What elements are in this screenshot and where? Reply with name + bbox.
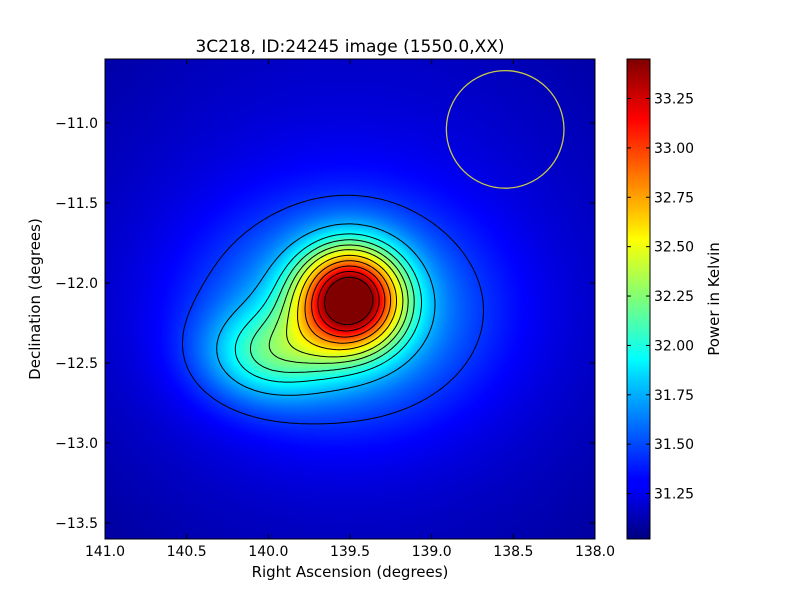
y-tick-label: −12.5 [55, 356, 98, 372]
colorbar-tick-label: 33.00 [654, 141, 694, 157]
contour-level [249, 239, 415, 373]
colorbar-label: Power in Kelvin [705, 242, 723, 356]
y-axis-label: Declination (degrees) [26, 218, 44, 380]
colorbar-ticks: 31.25 31.50 31.75 32.00 32.25 32.50 32.75 33.00… [627, 92, 694, 503]
contour-level [286, 249, 404, 358]
colorbar-tick-label: 32.75 [654, 190, 694, 206]
contour-lines [182, 194, 484, 425]
contour-level [268, 244, 409, 364]
contour-level [311, 265, 386, 338]
x-tick-label: 139.0 [412, 544, 452, 560]
chart-title: 3C218, ID:24245 image (1550.0,XX) [195, 37, 504, 57]
plot-area [104, 58, 596, 540]
beam-circle [445, 69, 565, 189]
x-tick-label: 140.0 [248, 544, 288, 560]
contour-level [317, 271, 380, 332]
contour-level [234, 233, 422, 383]
colorbar-tick-label: 32.25 [654, 289, 694, 305]
colorbar-tick-label: 33.25 [654, 92, 694, 108]
heatmap-image [105, 59, 595, 539]
x-axis-label: Right Ascension (degrees) [252, 563, 449, 581]
y-tick-label: −13.0 [55, 436, 98, 452]
colorbar: 31.25 31.50 31.75 32.00 32.25 32.50 32.75 33.00… [626, 58, 694, 540]
contour-level [297, 254, 397, 351]
y-tick-label: −12.0 [55, 276, 98, 292]
colorbar-tick-label: 32.50 [654, 240, 694, 256]
contour-level [182, 194, 484, 425]
colorbar-tick-label: 31.50 [654, 437, 694, 453]
y-tick-label: −11.0 [55, 116, 98, 132]
y-tick-label: −13.5 [55, 516, 98, 532]
x-tick-label: 141.0 [85, 544, 125, 560]
y-axis-ticks: −11.0 −11.5 −12.0 −12.5 −13.0 −13.5 [55, 116, 595, 532]
y-tick-label: −11.5 [55, 196, 98, 212]
x-tick-label: 140.5 [167, 544, 207, 560]
x-tick-label: 138.0 [575, 544, 615, 560]
colorbar-tick-label: 31.25 [654, 487, 694, 503]
contour-level [216, 223, 436, 396]
colorbar-tick-label: 32.00 [654, 338, 694, 354]
x-tick-label: 139.5 [330, 544, 370, 560]
contour-level [304, 260, 392, 344]
x-tick-label: 138.5 [493, 544, 533, 560]
x-axis-ticks: 141.0 140.5 140.0 139.5 139.0 138.5 138.0 [85, 59, 615, 560]
colorbar-frame [626, 58, 651, 540]
contour-level [324, 276, 374, 325]
colorbar-tick-label: 31.75 [654, 388, 694, 404]
colorbar-gradient [627, 59, 650, 539]
